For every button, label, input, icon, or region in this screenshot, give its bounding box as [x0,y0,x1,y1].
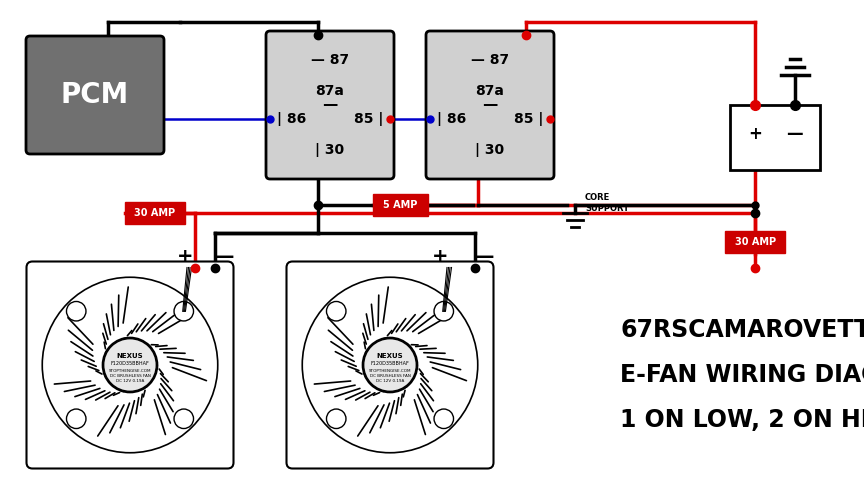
Text: | 86: | 86 [277,112,306,126]
Text: — 87: — 87 [471,53,509,67]
Text: +: + [432,247,448,265]
Bar [372,194,428,216]
FancyBboxPatch shape [266,31,394,179]
FancyBboxPatch shape [287,262,493,468]
Text: DC 12V 0.19A: DC 12V 0.19A [116,379,144,383]
Circle shape [364,339,416,391]
Bar [730,105,820,170]
Bar [725,231,785,253]
Text: DC BRUSHLESS FAN: DC BRUSHLESS FAN [370,374,410,378]
Text: E-FAN WIRING DIAGRAM: E-FAN WIRING DIAGRAM [620,363,864,387]
Circle shape [434,409,454,429]
Circle shape [67,301,86,321]
Text: —: — [322,97,338,112]
Circle shape [174,409,194,429]
Circle shape [434,301,454,321]
Text: | 30: | 30 [315,143,345,157]
Circle shape [363,338,417,392]
Text: — 87: — 87 [311,53,349,67]
Text: STOPTHENGISE.COM: STOPTHENGISE.COM [109,369,151,373]
Text: 30 AMP: 30 AMP [135,208,175,218]
Text: F120D35BBHAF: F120D35BBHAF [371,361,410,366]
Circle shape [327,409,346,429]
Circle shape [104,339,156,391]
Text: +: + [177,247,194,265]
FancyBboxPatch shape [426,31,554,179]
Text: —: — [786,125,804,143]
Circle shape [103,338,157,392]
Text: 5 AMP: 5 AMP [383,200,417,210]
Text: —: — [482,97,498,112]
Text: DC 12V 0.19A: DC 12V 0.19A [376,379,404,383]
Text: STOPTHENGISE.COM: STOPTHENGISE.COM [369,369,411,373]
FancyBboxPatch shape [27,262,233,468]
FancyBboxPatch shape [26,36,164,154]
Text: 67RSCAMAROVETTE: 67RSCAMAROVETTE [620,318,864,342]
Text: 85 |: 85 | [353,112,383,126]
Circle shape [67,409,86,429]
Text: PCM: PCM [60,81,129,109]
Text: 87a: 87a [315,84,345,98]
Text: NEXUS: NEXUS [117,353,143,359]
Circle shape [174,301,194,321]
Text: F120D35BBHAF: F120D35BBHAF [111,361,149,366]
Text: —: — [475,247,495,265]
Text: —: — [215,247,235,265]
Circle shape [327,301,346,321]
Text: +: + [748,125,762,143]
Text: NEXUS: NEXUS [377,353,403,359]
Text: | 86: | 86 [437,112,467,126]
Text: 87a: 87a [475,84,505,98]
Bar [125,202,185,224]
Text: | 30: | 30 [475,143,505,157]
Text: 30 AMP: 30 AMP [734,237,776,247]
Text: 85 |: 85 | [514,112,543,126]
Text: CORE
SUPPORT: CORE SUPPORT [585,193,629,213]
Text: 1 ON LOW, 2 ON HIGH: 1 ON LOW, 2 ON HIGH [620,408,864,432]
Text: DC BRUSHLESS FAN: DC BRUSHLESS FAN [110,374,150,378]
